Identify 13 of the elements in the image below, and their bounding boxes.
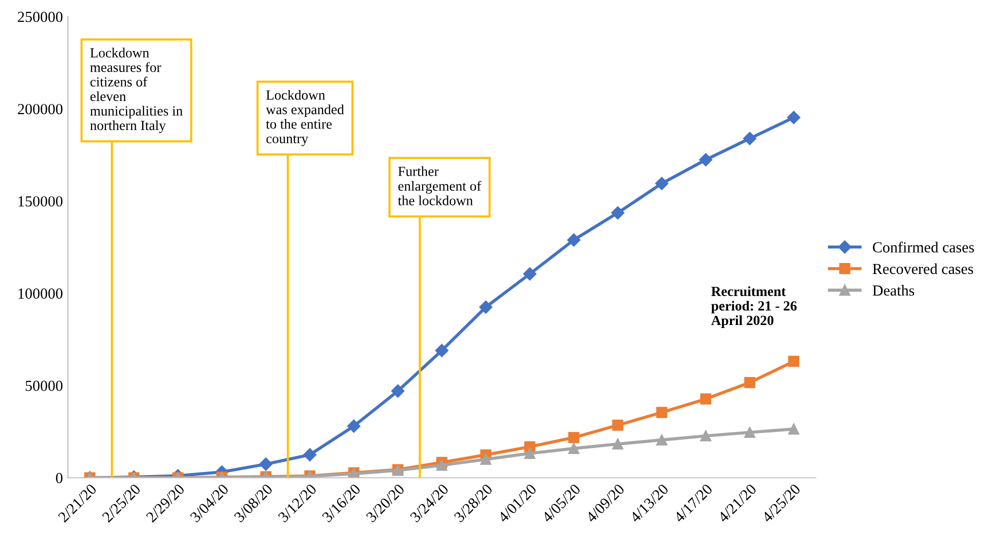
- legend-label: Recovered cases: [872, 263, 974, 274]
- y-tick-label: 150000: [18, 196, 62, 207]
- ref-line-label: Lockdown measures for citizens of eleven municipalities in northern Italy: [90, 48, 183, 133]
- y-tick-label: 250000: [18, 12, 62, 22]
- legend-label: Deaths: [872, 284, 914, 296]
- y-tick-label: 50000: [26, 380, 62, 391]
- ref-line-label: Lockdown was expanded to the entire country: [266, 90, 344, 146]
- annotation: Recruitment period: 21 - 26 April 2020: [711, 286, 797, 328]
- legend-label: Confirmed cases: [872, 242, 974, 253]
- y-tick-label: 200000: [18, 104, 62, 114]
- y-tick-label: 100000: [18, 288, 62, 299]
- y-tick-label: 0: [56, 472, 62, 484]
- ref-line-label: Further enlargement of the lockdown: [398, 166, 482, 206]
